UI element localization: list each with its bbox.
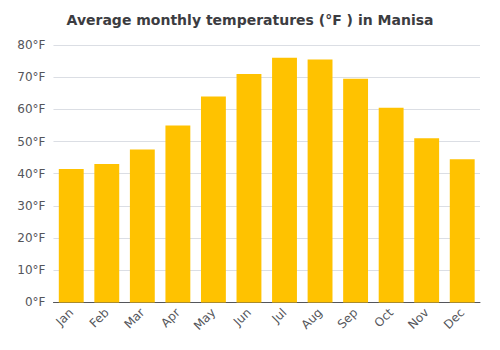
svg-text:Jan: Jan	[53, 306, 77, 330]
svg-text:Sep: Sep	[335, 306, 361, 332]
svg-text:10°F: 10°F	[17, 263, 45, 277]
svg-text:30°F: 30°F	[17, 199, 45, 213]
svg-text:0°F: 0°F	[25, 295, 46, 309]
svg-text:Mar: Mar	[121, 305, 147, 331]
svg-text:Apr: Apr	[158, 305, 183, 330]
svg-text:Dec: Dec	[441, 306, 467, 332]
svg-text:May: May	[191, 306, 218, 333]
svg-text:80°F: 80°F	[17, 38, 45, 52]
svg-text:60°F: 60°F	[17, 102, 45, 116]
svg-text:Aug: Aug	[299, 306, 325, 332]
svg-text:Jun: Jun	[230, 306, 254, 330]
svg-text:40°F: 40°F	[17, 167, 45, 181]
svg-text:Feb: Feb	[87, 306, 112, 331]
svg-text:Jul: Jul	[269, 306, 290, 327]
svg-text:Oct: Oct	[372, 305, 397, 330]
svg-text:70°F: 70°F	[17, 70, 45, 84]
svg-text:Average monthly temperatures (: Average monthly temperatures (°F ) in Ma…	[67, 12, 434, 28]
svg-text:20°F: 20°F	[17, 231, 45, 245]
svg-text:Nov: Nov	[405, 306, 431, 332]
svg-text:50°F: 50°F	[17, 135, 45, 149]
